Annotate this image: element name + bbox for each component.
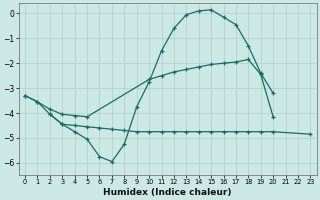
X-axis label: Humidex (Indice chaleur): Humidex (Indice chaleur) [103, 188, 232, 197]
